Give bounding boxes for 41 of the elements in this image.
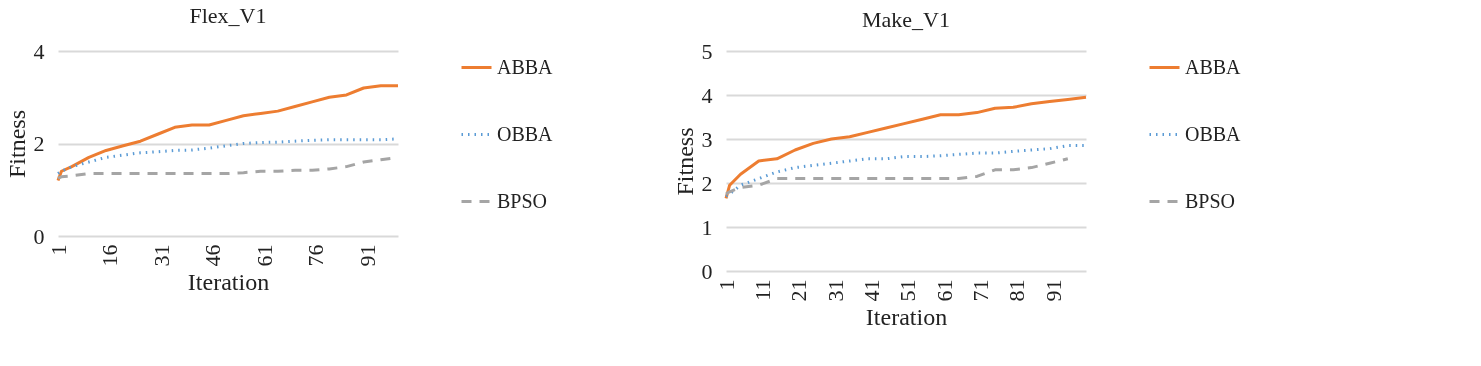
legend-label: BPSO	[497, 189, 548, 212]
line-series	[724, 157, 1070, 196]
y-tick-label: 0	[701, 258, 713, 284]
chart-title: Flex_V1	[189, 3, 267, 28]
x-tick-label: 46	[200, 244, 226, 267]
x-tick-label: 81	[1004, 279, 1030, 302]
x-axis-title: Iteration	[865, 303, 948, 330]
legend-label: OBBA	[1185, 122, 1242, 145]
x-tick-label: 16	[97, 244, 123, 267]
y-tick-label: 4	[701, 82, 713, 108]
line-series	[56, 84, 400, 182]
x-tick-label: 61	[251, 244, 277, 267]
x-tick-label: 21	[786, 279, 812, 302]
y-tick-label: 4	[33, 38, 45, 64]
x-tick-label: 41	[858, 279, 884, 302]
x-tick-label: 71	[968, 279, 994, 302]
y-tick-label: 1	[701, 214, 713, 240]
y-tick-label: 5	[701, 38, 713, 64]
x-tick-label: 51	[895, 279, 921, 302]
legend-label: OBBA	[497, 122, 554, 145]
legend-label: ABBA	[1185, 55, 1242, 78]
x-tick-label: 1	[45, 244, 71, 256]
y-axis-title: Fitness	[671, 127, 698, 196]
x-tick-label: 76	[303, 244, 329, 267]
line-series	[724, 95, 1088, 200]
y-tick-label: 2	[701, 170, 713, 196]
y-tick-label: 0	[33, 223, 45, 249]
x-tick-label: 61	[931, 279, 957, 302]
y-tick-label: 3	[701, 126, 713, 152]
legend-label: BPSO	[1185, 189, 1236, 212]
legend-label: ABBA	[497, 55, 554, 78]
y-axis-title: Fitness	[3, 109, 30, 179]
x-tick-label: 91	[1040, 279, 1066, 302]
y-tick-label: 2	[33, 131, 45, 156]
chart-title: Make_V1	[862, 7, 950, 32]
x-tick-label: 11	[749, 279, 775, 301]
x-tick-label: 31	[148, 244, 174, 267]
x-axis-title: Iteration	[187, 268, 270, 295]
x-tick-label: 31	[822, 279, 848, 302]
x-tick-label: 91	[354, 244, 380, 267]
x-tick-label: 1	[713, 279, 739, 291]
